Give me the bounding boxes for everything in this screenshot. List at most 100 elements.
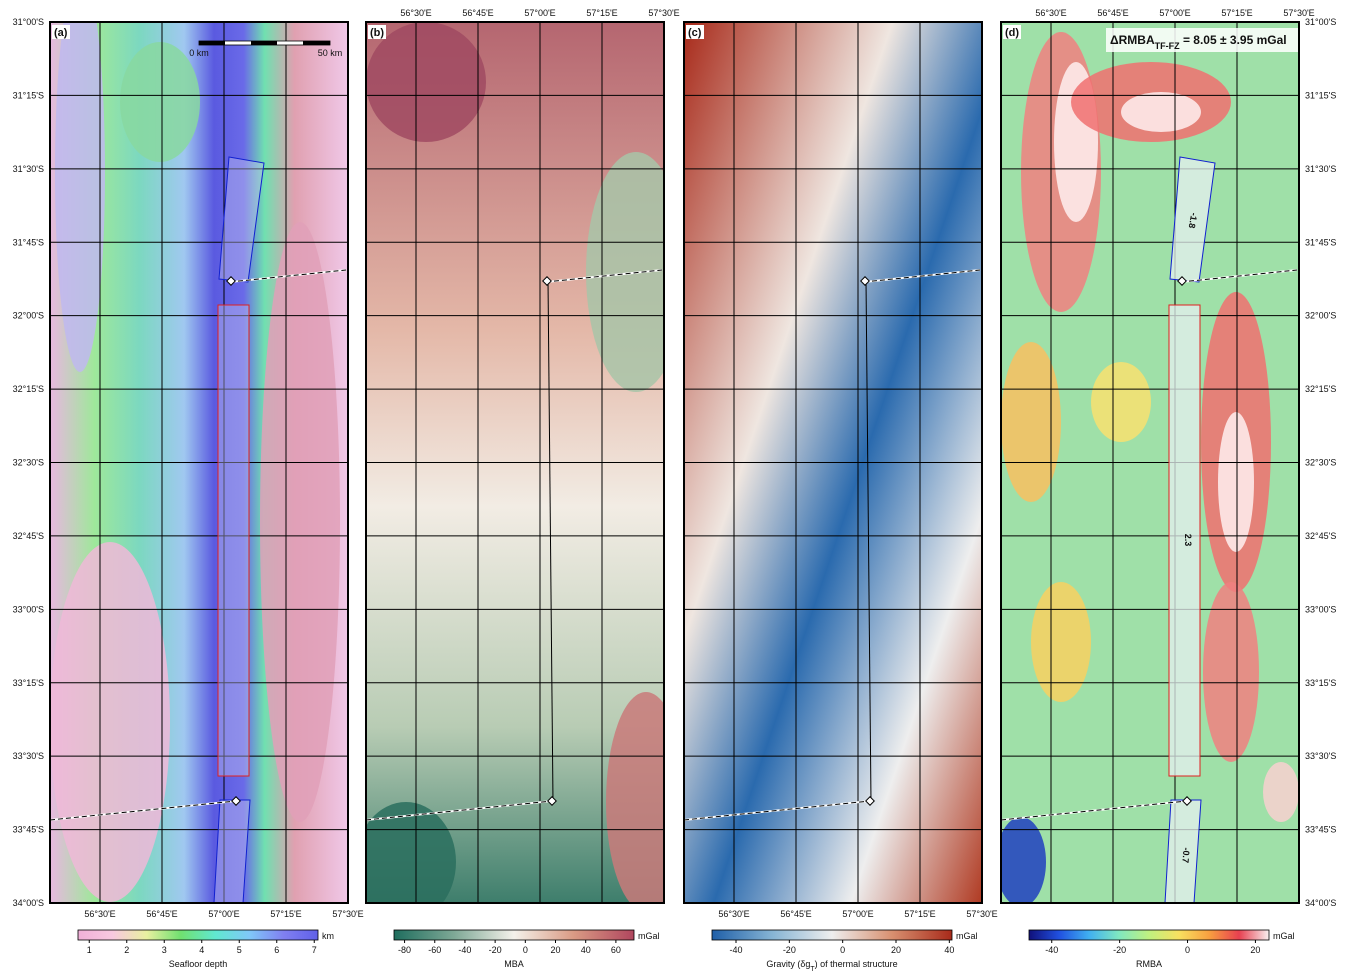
colorbar-tick-label: 60 [611,945,621,955]
annotation-sub: TF-FZ [1155,41,1180,51]
segment-label: -0.7 [1180,847,1191,863]
lat-tick-label: 31°00'S [13,17,44,27]
colorbar-tick-label: -20 [783,945,796,955]
map-feature [1001,342,1061,502]
lat-tick-label: 32°30'S [13,458,44,468]
map-feature [50,542,170,902]
lon-tick-label: 57°00'E [842,909,873,919]
lat-tick-label: 33°30'S [1305,751,1336,761]
lon-tick-label: 56°30'E [1035,8,1066,18]
panel-label: (b) [370,27,384,39]
colorbar-tick-label: -40 [729,945,742,955]
colorbar-tick-label: 0 [840,945,845,955]
scale-bar-seg [251,41,277,45]
lat-tick-label: 34°00'S [13,898,44,908]
lon-tick-label: 56°45'E [146,909,177,919]
scale-bar-label: 50 km [318,48,343,58]
map-image [50,0,348,903]
colorbar-tick-label: 20 [891,945,901,955]
map-feature [120,42,200,162]
colorbar-tick-label: -40 [1045,945,1058,955]
lon-tick-label: 56°45'E [780,909,811,919]
colorbar-title: RMBA [1136,959,1162,969]
colorbar-tick-label: 1 [87,945,92,955]
lat-tick-label: 31°45'S [1305,237,1336,247]
colorbar-title: Seafloor depth [169,959,228,969]
map-image [684,22,982,903]
lat-tick-label: 31°00'S [1305,17,1336,27]
lat-tick-label: 32°15'S [13,384,44,394]
scale-bar-seg [303,41,330,45]
colorbar-tick-label: -20 [1113,945,1126,955]
panel-label: (c) [688,27,702,39]
panel-label: (d) [1005,27,1019,39]
colorbar-tick-label: 0 [1185,945,1190,955]
colorbar-tick-label: 6 [274,945,279,955]
title-part: ) of thermal structure [815,959,898,969]
lat-tick-label: 33°15'S [13,678,44,688]
lat-tick-label: 32°15'S [1305,384,1336,394]
map-feature [260,222,340,822]
lon-tick-label: 57°00'E [1159,8,1190,18]
lat-tick-label: 33°30'S [13,751,44,761]
colorbar-tick-label: 20 [551,945,561,955]
lat-tick-label: 33°00'S [13,604,44,614]
colorbar-unit: km [322,931,334,941]
colorbar-title: Gravity (δgT) of thermal structure [766,959,897,972]
colorbar-tick-label: 3 [162,945,167,955]
map-feature [1121,92,1201,132]
lat-tick-label: 31°45'S [13,237,44,247]
map-image [356,22,686,922]
colorbar-tick-label: -60 [428,945,441,955]
scale-bar-seg [199,41,225,45]
lon-tick-label: 57°15'E [1221,8,1252,18]
scale-bar-label: 0 km [189,48,209,58]
panel-label: (a) [54,27,68,39]
lon-tick-label: 57°15'E [904,909,935,919]
lat-tick-label: 33°45'S [1305,825,1336,835]
colorbar-tick-label: 40 [944,945,954,955]
lon-tick-label: 56°45'E [1097,8,1128,18]
segment-box [218,305,249,776]
lat-tick-label: 32°45'S [1305,531,1336,541]
title-part: Gravity (δg [766,959,810,969]
map-feature [1263,762,1299,822]
lon-tick-label: 57°30'E [966,909,997,919]
colorbar [78,930,318,940]
colorbar-tick-label: -20 [489,945,502,955]
map-feature [1091,362,1151,442]
lon-tick-label: 57°15'E [270,909,301,919]
colorbar-tick-label: 4 [199,945,204,955]
annotation-main: ΔRMBA [1110,33,1155,47]
lat-tick-label: 31°30'S [1305,164,1336,174]
map-image [996,22,1299,907]
colorbar [394,930,634,940]
lon-tick-label: 57°00'E [208,909,239,919]
colorbar-tick-label: 20 [1250,945,1260,955]
lon-tick-label: 56°30'E [718,909,749,919]
lon-tick-label: 56°45'E [462,8,493,18]
colorbar [712,930,952,940]
lat-tick-label: 31°15'S [1305,90,1336,100]
colorbar-tick-label: -80 [398,945,411,955]
lon-tick-label: 57°15'E [586,8,617,18]
map-panel: (a)56°30'E56°45'E57°00'E57°15'E57°30'E31… [13,0,364,919]
colorbar-tick-label: 7 [312,945,317,955]
lon-tick-label: 57°30'E [648,8,679,18]
figure: (a)56°30'E56°45'E57°00'E57°15'E57°30'E31… [0,0,1356,972]
map-feature [606,692,686,912]
lon-tick-label: 57°00'E [524,8,555,18]
lat-tick-label: 31°30'S [13,164,44,174]
title-part: Seafloor depth [169,959,228,969]
lat-tick-label: 32°00'S [1305,311,1336,321]
colorbar-tick-label: -40 [458,945,471,955]
title-part: MBA [504,959,524,969]
colorbar-tick-label: 0 [523,945,528,955]
lat-tick-label: 34°00'S [1305,898,1336,908]
colorbar-title: MBA [504,959,524,969]
lon-tick-label: 56°30'E [84,909,115,919]
map-feature [366,22,486,142]
colorbar-unit: mGal [1273,931,1295,941]
